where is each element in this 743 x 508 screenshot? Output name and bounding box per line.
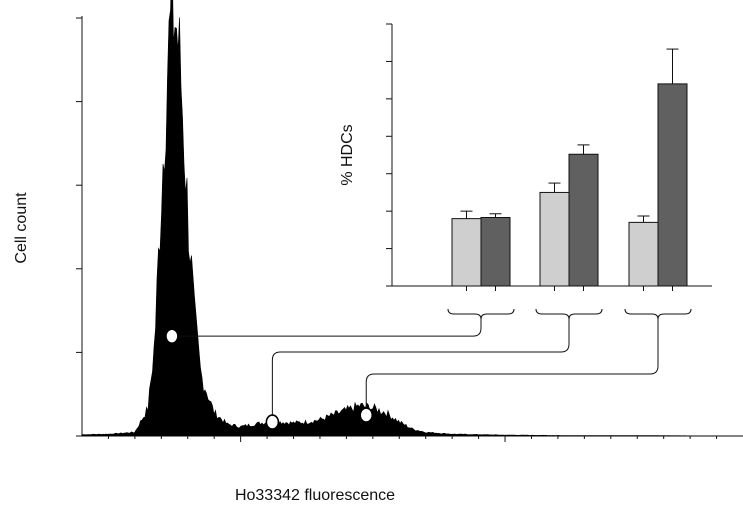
connector-line — [171, 319, 482, 337]
group-brackets — [447, 308, 692, 320]
histogram-x-axis-label: Ho33342 fluorescence — [235, 487, 395, 504]
inset-y-axis-label: % HDCs — [339, 124, 356, 185]
histogram-marker — [165, 328, 179, 344]
group-bracket — [447, 308, 515, 320]
bar — [451, 218, 482, 287]
histogram-marker — [359, 407, 374, 423]
histogram-area — [81, 0, 743, 437]
group-bracket — [624, 308, 692, 320]
bar — [657, 83, 688, 287]
bar — [480, 217, 511, 287]
bar — [539, 191, 570, 287]
histogram-marker — [265, 414, 280, 430]
histogram-fill — [81, 0, 743, 437]
connector-lines — [171, 319, 659, 416]
histogram-markers — [165, 328, 374, 430]
bar — [628, 221, 659, 287]
histogram-y-axis-label: Cell count — [13, 192, 30, 264]
inset-bars — [451, 48, 688, 291]
connector-line — [365, 319, 659, 409]
bar — [568, 153, 599, 287]
connector-line — [271, 319, 570, 416]
group-bracket — [535, 308, 603, 320]
